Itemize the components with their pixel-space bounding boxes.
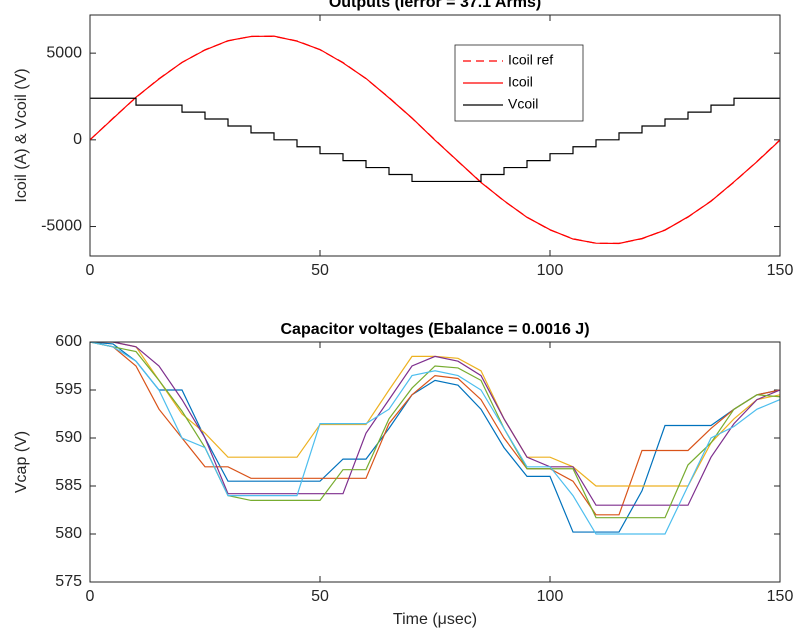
y-tick-label: 600 [55,333,82,350]
x-axis-label: Time (μsec) [393,611,477,628]
x-tick-label: 100 [537,262,564,279]
y-tick-label: 580 [55,525,82,542]
y-tick-label: 595 [55,381,82,398]
chart-title: Outputs (Ierror = 37.1 Arms) [329,0,541,11]
plot-area [90,15,780,256]
legend-label: Vcoil [508,96,538,112]
x-tick-label: 150 [767,588,794,605]
y-axis-label: Vcap (V) [13,431,30,493]
y-tick-label: 575 [55,573,82,590]
x-tick-label: 100 [537,588,564,605]
axes-box [89,341,781,583]
y-tick-label: -5000 [41,218,82,235]
x-tick-label: 50 [311,262,329,279]
series-line [90,35,780,245]
y-tick-label: 5000 [46,44,82,61]
legend-box [454,44,584,122]
legend-label: Icoil ref [508,52,553,68]
series-line [90,342,780,535]
y-tick-label: 585 [55,477,82,494]
plot-area [90,342,780,582]
chart-title: Capacitor voltages (Ebalance = 0.0016 J) [280,321,589,338]
x-tick-label: 0 [86,262,95,279]
series-line [90,97,780,183]
y-axis-label: Icoil (A) & Vcoil (V) [13,68,30,202]
x-tick-label: 150 [767,262,794,279]
axes-box [89,14,781,257]
series-line [90,342,780,516]
y-tick-label: 590 [55,429,82,446]
y-tick-label: 0 [73,131,82,148]
x-tick-label: 0 [86,588,95,605]
series-line [90,342,780,506]
x-tick-label: 50 [311,588,329,605]
legend-label: Icoil [508,74,533,90]
